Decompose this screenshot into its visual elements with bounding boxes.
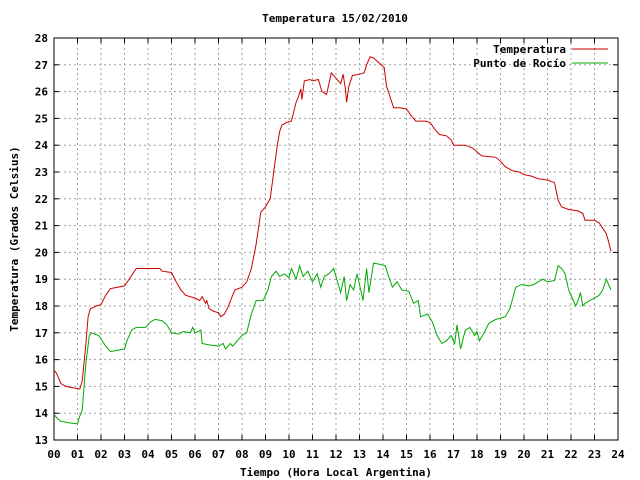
y-tick-label: 18: [35, 300, 48, 313]
y-tick-label: 24: [35, 139, 49, 152]
x-tick-label: 08: [235, 448, 248, 461]
y-tick-label: 17: [35, 327, 48, 340]
y-tick-label: 14: [35, 407, 49, 420]
y-axis: 13 14 15 16 17 18 19 20 21 22 23 24 25 26 27 28: [35, 32, 618, 447]
series-line-temperatura: [53, 56, 612, 390]
legend-label: Temperatura: [493, 43, 566, 56]
x-tick-label: 11: [306, 448, 320, 461]
x-axis-title: Tiempo (Hora Local Argentina): [240, 466, 432, 479]
x-tick-label: 10: [282, 448, 295, 461]
series-lines: [53, 56, 612, 425]
x-tick-label: 05: [165, 448, 178, 461]
x-tick-label: 00: [47, 448, 60, 461]
x-tick-label: 07: [212, 448, 225, 461]
y-tick-label: 21: [35, 220, 49, 233]
y-tick-label: 13: [35, 434, 48, 447]
legend-label: Punto de Rocío: [473, 57, 566, 70]
y-tick-label: 28: [35, 32, 48, 45]
x-tick-label: 19: [494, 448, 507, 461]
x-tick-label: 21: [541, 448, 555, 461]
x-tick-label: 15: [400, 448, 413, 461]
x-tick-label: 16: [423, 448, 437, 461]
x-tick-label: 20: [517, 448, 530, 461]
x-tick-label: 17: [447, 448, 460, 461]
y-tick-label: 25: [35, 112, 48, 125]
x-tick-label: 24: [611, 448, 625, 461]
x-tick-label: 09: [259, 448, 272, 461]
y-tick-label: 20: [35, 246, 48, 259]
x-tick-label: 14: [376, 448, 390, 461]
y-tick-label: 15: [35, 380, 48, 393]
y-tick-label: 19: [35, 273, 48, 286]
y-tick-label: 22: [35, 193, 48, 206]
y-tick-label: 16: [35, 354, 49, 367]
x-tick-label: 03: [118, 448, 131, 461]
x-tick-label: 13: [353, 448, 366, 461]
y-axis-title: Temperatura (Grados Celsius): [8, 146, 21, 331]
y-tick-label: 27: [35, 59, 48, 72]
y-tick-label: 23: [35, 166, 48, 179]
x-axis: 00 01 02 03 04 05 06 07 08 09 10 11 12 13 14 15 16 17 18 19…: [47, 38, 625, 461]
x-tick-label: 23: [588, 448, 601, 461]
x-tick-label: 12: [329, 448, 342, 461]
x-tick-label: 01: [71, 448, 85, 461]
x-tick-label: 18: [470, 448, 483, 461]
chart-title: Temperatura 15/02/2010: [262, 12, 408, 25]
grid-lines: [54, 38, 618, 440]
y-tick-label: 26: [35, 86, 49, 99]
x-tick-label: 04: [141, 448, 155, 461]
x-tick-label: 06: [188, 448, 202, 461]
x-tick-label: 02: [94, 448, 107, 461]
series-line-punto-de-rocio: [53, 262, 612, 425]
x-tick-label: 22: [564, 448, 577, 461]
